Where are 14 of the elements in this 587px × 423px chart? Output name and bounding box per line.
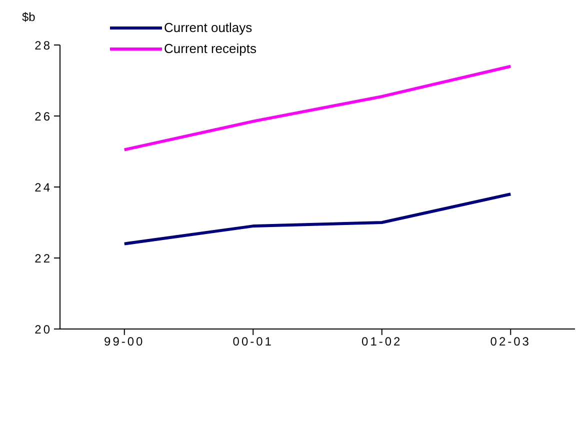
x-tick-label: 01-02: [362, 334, 402, 349]
x-tick-label: 00-01: [232, 334, 274, 349]
y-tick-label: 24: [34, 180, 52, 194]
y-tick-label: 20: [34, 322, 52, 336]
legend-label: Current outlays: [164, 20, 252, 35]
line-series: [122, 192, 512, 246]
y-tick-label: 22: [34, 251, 52, 266]
y-tick-label: 28: [34, 38, 52, 52]
x-tick-label: 02-03: [490, 334, 531, 349]
legend-label: Current receipts: [164, 41, 256, 56]
y-axis-title: $b: [22, 10, 36, 24]
y-tick-label: 26: [34, 109, 52, 124]
x-tick-label: 99-00: [104, 334, 145, 349]
line-series: [122, 64, 512, 152]
